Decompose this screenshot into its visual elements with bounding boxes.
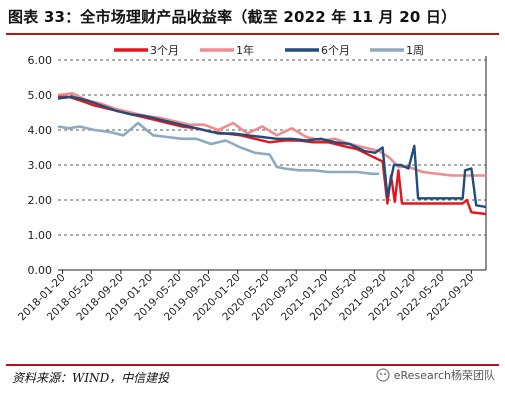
y-axis: 0.00 1.00 2.00 3.00 4.00 5.00 6.00 [28, 54, 53, 277]
legend-label: 1年 [236, 43, 254, 57]
y-tick-label: 4.00 [28, 124, 53, 137]
source-text: 资料来源：WIND，中信建投 [12, 371, 170, 385]
wechat-icon [376, 368, 390, 382]
legend-label: 1周 [406, 44, 424, 57]
y-tick-label: 1.00 [28, 229, 53, 242]
series-line-6个月 [57, 95, 487, 209]
y-tick-label: 2.00 [28, 194, 53, 207]
y-tick-label: 6.00 [28, 54, 53, 67]
x-axis: 2018-01-202018-05-202018-09-202019-01-20… [16, 56, 487, 323]
series-line-3个月 [58, 95, 487, 216]
series-line-1周 [57, 121, 380, 176]
y-tick-label: 3.00 [28, 159, 53, 172]
grid-lines [58, 59, 486, 236]
y-tick-label: 5.00 [28, 89, 53, 102]
yield-line-chart: 0.00 1.00 2.00 3.00 4.00 5.00 6.00 2018-01-202… [16, 43, 487, 323]
source-rule [6, 364, 499, 366]
page-title: 图表 33：全市场理财产品收益率（截至 2022 年 11 月 20 日） [8, 8, 457, 26]
watermark-text: eResearch杨荣团队 [393, 369, 495, 382]
legend-label: 6个月 [321, 44, 350, 57]
watermark: eResearch杨荣团队 [376, 367, 495, 383]
title-rule [6, 33, 499, 35]
series-lines [57, 91, 487, 216]
y-tick-label: 0.00 [28, 264, 53, 277]
series-line-1年 [57, 91, 486, 177]
legend-label: 3个月 [150, 44, 179, 57]
legend: 3个月 1年 6个月 1周 [114, 43, 424, 57]
